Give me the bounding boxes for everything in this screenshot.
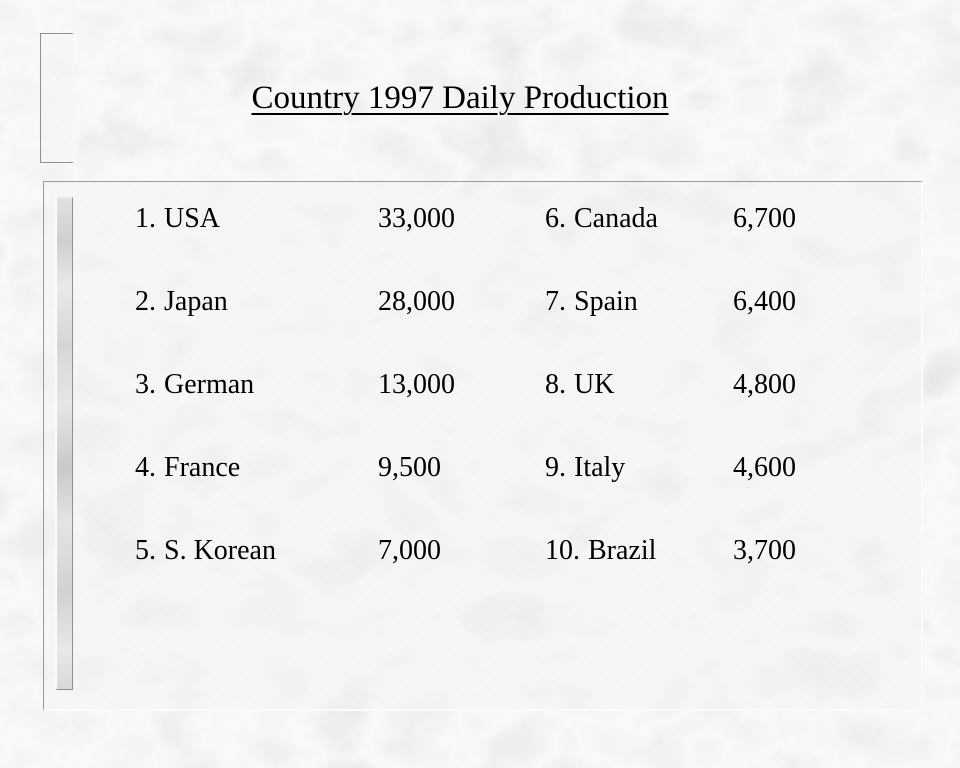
country-cell: 2. Japan [135,285,378,368]
rank-label: 6. [545,203,566,234]
country-label: German [164,369,255,400]
country-label: USA [164,203,221,234]
value-cell: 6,400 [733,286,796,317]
rank-label: 10. [545,535,580,566]
content-panel [43,181,923,711]
country-label: France [164,452,241,483]
value-cell: 28,000 [378,286,455,317]
country-label: Canada [574,203,658,234]
rank-label: 1. [135,203,156,234]
country-cell: 5. S. Korean [135,534,378,617]
slide-title: Country 1997 Daily Production [251,80,669,116]
value-cell: 3,700 [733,535,796,566]
value-cell: 13,000 [378,369,455,400]
country-cell: 3. German [135,368,378,451]
rank-label: 5. [135,535,156,566]
country-cell: 7. Spain [545,285,733,368]
country-label: Brazil [588,535,657,566]
value-cell: 4,800 [733,369,796,400]
rank-label: 7. [545,286,566,317]
country-cell: 6. Canada [545,202,733,285]
country-label: UK [574,369,615,400]
country-cell: 8. UK [545,368,733,451]
country-label: Spain [574,286,638,317]
value-cell: 33,000 [378,203,455,234]
production-table: 1. USA 33,000 6. Canada 6,700 2. Japan 28,0… [135,202,863,617]
value-cell: 7,000 [378,535,441,566]
rank-label: 8. [545,369,566,400]
rank-label: 3. [135,369,156,400]
decorative-left-bar [55,197,73,690]
country-cell: 1. USA [135,202,378,285]
value-cell: 6,700 [733,203,796,234]
country-cell: 10. Brazil [545,534,733,617]
rank-label: 9. [545,452,566,483]
rank-label: 2. [135,286,156,317]
rank-label: 4. [135,452,156,483]
country-cell: 9. Italy [545,451,733,534]
value-cell: 9,500 [378,452,441,483]
country-label: S. Korean [164,535,276,566]
country-label: Italy [574,452,626,483]
value-cell: 4,600 [733,452,796,483]
country-cell: 4. France [135,451,378,534]
decorative-top-left-bar [40,33,74,163]
country-label: Japan [164,286,228,317]
